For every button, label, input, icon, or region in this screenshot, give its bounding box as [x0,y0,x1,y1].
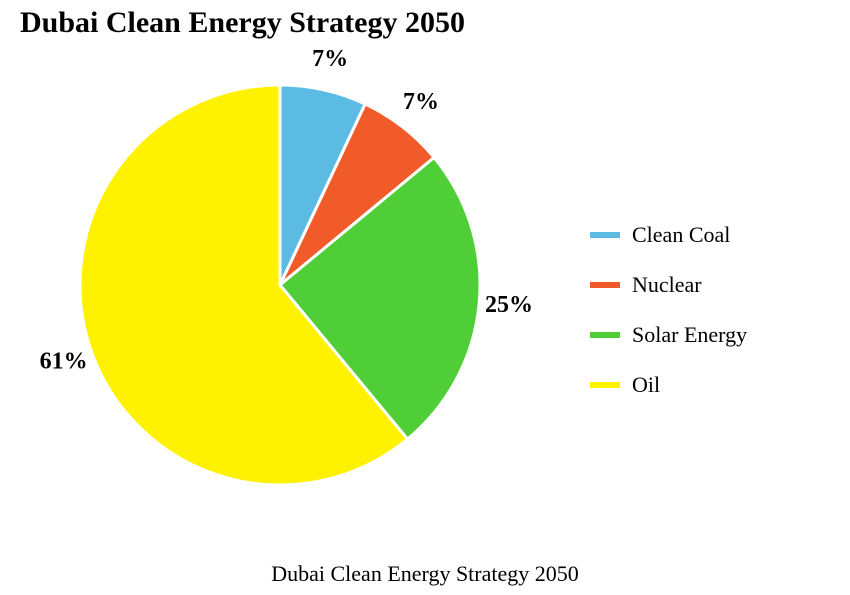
pie-slice-label: 61% [40,348,88,374]
legend: Clean Coal Nuclear Solar Energy Oil [590,222,747,422]
page: Dubai Clean Energy Strategy 2050 7%7%25%… [0,0,850,595]
legend-swatch [590,332,620,338]
legend-swatch [590,282,620,288]
legend-label: Clean Coal [632,222,730,248]
legend-label: Nuclear [632,272,702,298]
pie-slice-label: 7% [312,46,348,72]
legend-swatch [590,232,620,238]
legend-label: Solar Energy [632,322,747,348]
legend-item: Clean Coal [590,222,747,248]
pie-chart: 7%7%25%61% [60,65,500,505]
legend-swatch [590,382,620,388]
legend-item: Solar Energy [590,322,747,348]
chart-caption: Dubai Clean Energy Strategy 2050 [0,561,850,587]
pie-chart-svg: 7%7%25%61% [60,65,500,505]
legend-label: Oil [632,372,660,398]
chart-title: Dubai Clean Energy Strategy 2050 [20,6,465,40]
pie-slice-label: 25% [485,292,533,318]
pie-slice-label: 7% [403,89,439,115]
legend-item: Nuclear [590,272,747,298]
legend-item: Oil [590,372,747,398]
